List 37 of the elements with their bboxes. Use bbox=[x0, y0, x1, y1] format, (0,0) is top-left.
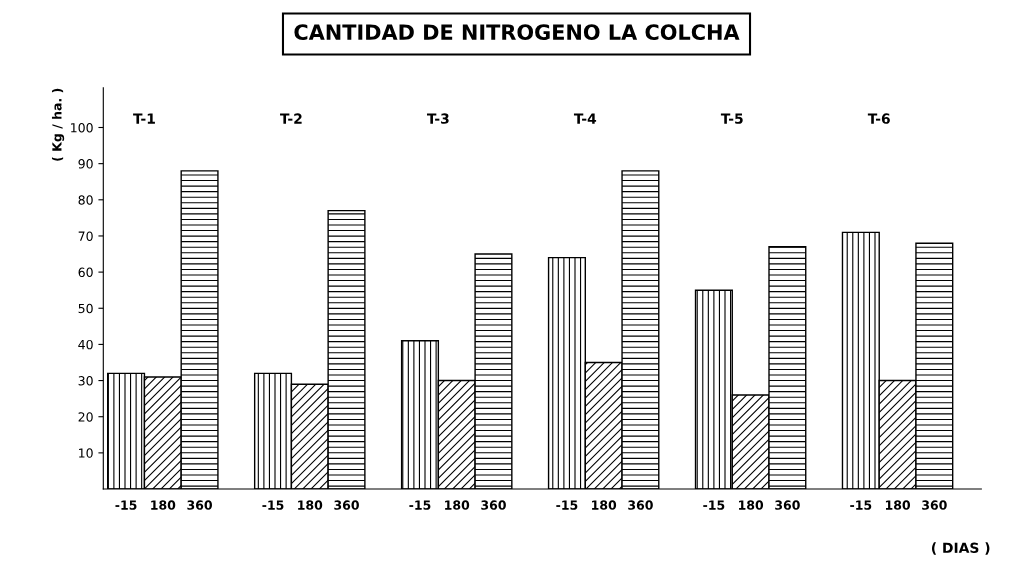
y-tick-label: 50 bbox=[78, 303, 93, 314]
y-tick-label: 90 bbox=[78, 159, 93, 169]
series-label: 180 bbox=[151, 500, 176, 510]
text: 180 bbox=[885, 500, 911, 510]
text: 180 bbox=[739, 500, 764, 510]
y-tick-label: 20 bbox=[78, 412, 93, 422]
text: 360 bbox=[775, 500, 800, 510]
series-label: -15 bbox=[115, 500, 137, 510]
text: -15 bbox=[556, 500, 578, 510]
y-tick-label: 100 bbox=[71, 122, 93, 133]
text: 180 bbox=[445, 500, 470, 510]
text: 180 bbox=[298, 500, 323, 510]
x-tick-label: T-3 bbox=[427, 113, 449, 124]
x-tick-label: T-5 bbox=[720, 113, 743, 124]
y-tick-label: 80 bbox=[78, 195, 93, 205]
text: 360 bbox=[628, 500, 653, 510]
y-axis-title: ( Kg / ha. ) bbox=[51, 88, 65, 161]
y-tick-label: 40 bbox=[78, 339, 93, 350]
chart-title: CANTIDAD DE NITROGENO LA COLCHA bbox=[294, 24, 740, 40]
x-axis-title: ( DIAS ) bbox=[931, 542, 990, 555]
x-tick-label: T-4 bbox=[573, 113, 597, 124]
y-tick-label: 60 bbox=[78, 267, 93, 278]
x-tick-label: T-6 bbox=[867, 113, 890, 124]
text: -15 bbox=[409, 500, 431, 510]
x-tick-label: T-2 bbox=[280, 113, 302, 124]
series-label: 360 bbox=[187, 500, 212, 510]
text: -15 bbox=[850, 500, 872, 510]
text: 360 bbox=[334, 500, 359, 510]
y-tick-label: 10 bbox=[79, 448, 93, 458]
text: 180 bbox=[592, 500, 617, 510]
text: -15 bbox=[262, 500, 284, 510]
y-tick-label: 70 bbox=[78, 231, 93, 241]
text: -15 bbox=[703, 500, 725, 510]
text: 360 bbox=[922, 500, 947, 510]
text: 360 bbox=[481, 500, 506, 510]
y-tick-label: 30 bbox=[78, 376, 93, 386]
x-tick-label: T-1 bbox=[133, 113, 155, 124]
